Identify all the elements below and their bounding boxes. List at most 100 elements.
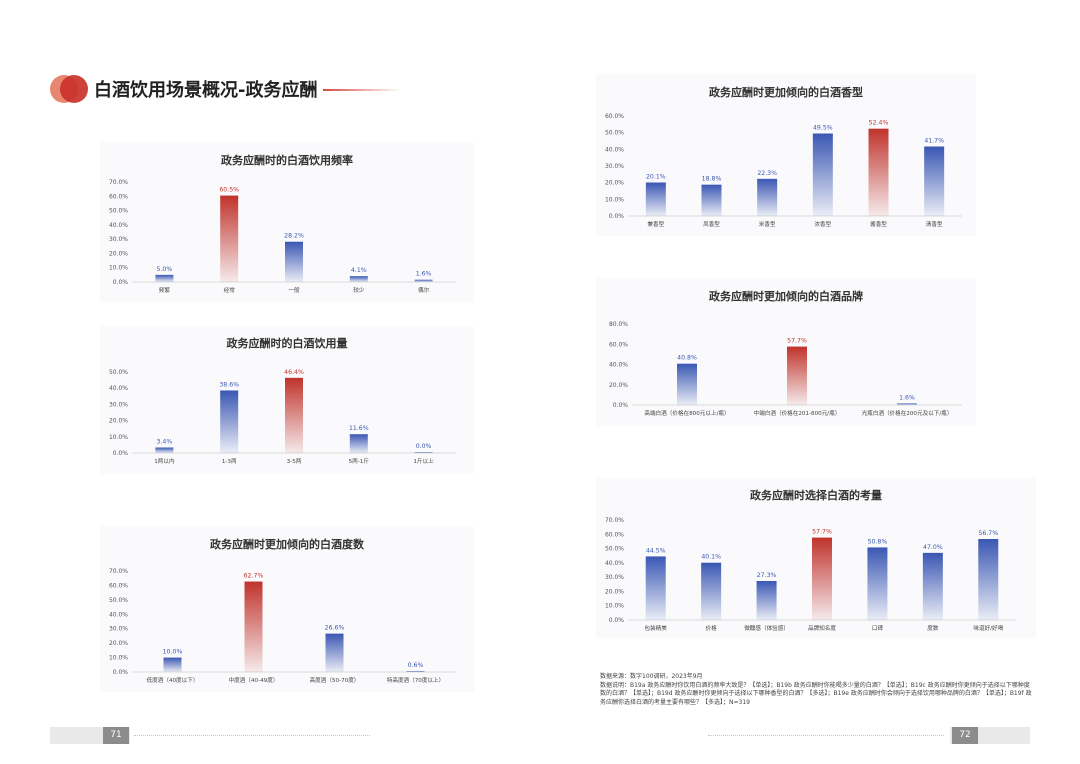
bar <box>349 434 368 453</box>
x-tick-label: 微醺感（体验感） <box>744 624 789 632</box>
x-tick-label: 1两以内 <box>154 457 175 465</box>
bar <box>220 195 239 282</box>
bar <box>756 581 777 620</box>
bar <box>155 447 174 453</box>
y-tick-label: 0.0% <box>609 617 625 624</box>
title-underline <box>323 89 401 91</box>
data-label: 62.7% <box>244 573 264 580</box>
bar <box>701 184 722 216</box>
page-number-right: 72 <box>952 727 978 744</box>
x-tick-label: 浓香型 <box>814 220 831 228</box>
data-label: 60.5% <box>219 187 239 194</box>
chart-frequency: 政务应酬时的白酒饮用频率 0.0% 10.0% 20.0% 30.0% 40.0% 50.… <box>100 142 474 302</box>
bar <box>414 452 433 453</box>
footer-divider-right <box>708 735 944 736</box>
bar <box>867 547 888 620</box>
chart-title: 政务应酬时更加倾向的白酒品牌 <box>709 290 863 303</box>
x-tick-label: 1斤以上 <box>413 457 434 465</box>
chart-title: 政务应酬时更加倾向的白酒香型 <box>709 86 863 99</box>
source-description: 数据说明：B19a 政务应酬时你饮用白酒的频率大致是？【单选】；B19b 政务应… <box>600 681 1032 706</box>
y-tick-label: 30.0% <box>109 401 128 408</box>
y-tick-label: 20.0% <box>109 418 128 425</box>
y-tick-label: 30.0% <box>605 163 624 170</box>
data-label: 5.0% <box>157 266 173 273</box>
x-tick-label: 5两-1斤 <box>349 457 370 465</box>
data-label: 41.7% <box>924 138 944 145</box>
y-tick-label: 50.0% <box>109 208 128 215</box>
bar <box>812 537 832 620</box>
y-tick-label: 40.0% <box>109 611 128 618</box>
bar <box>787 346 807 405</box>
source-line: 数据来源：数字100调研，2023年9月 <box>600 673 703 680</box>
data-label: 0.6% <box>408 662 424 669</box>
y-tick-label: 70.0% <box>109 568 128 575</box>
data-label: 27.3% <box>757 572 777 579</box>
bar <box>406 671 425 672</box>
bar <box>645 556 666 620</box>
y-tick-label: 80.0% <box>609 321 628 328</box>
data-label: 44.5% <box>646 547 666 554</box>
chart-factors: 政务应酬时选择白酒的考量 0.0% 10.0% 20.0% 30.0% 40.0% 50.… <box>596 478 1036 638</box>
y-tick-label: 50.0% <box>605 130 624 137</box>
y-tick-label: 0.0% <box>609 213 625 220</box>
x-tick-label: 较少 <box>353 286 365 294</box>
x-tick-label: 一般 <box>288 286 300 294</box>
y-tick-label: 0.0% <box>113 669 129 676</box>
y-tick-label: 30.0% <box>109 626 128 633</box>
bar <box>220 390 239 453</box>
bar <box>677 363 697 405</box>
x-tick-label: 经常 <box>224 286 236 294</box>
x-tick-label: 兼香型 <box>647 220 664 228</box>
y-tick-label: 60.0% <box>609 341 628 348</box>
y-tick-label: 50.0% <box>109 369 128 376</box>
chart-brand: 政务应酬时更加倾向的白酒品牌 0.0% 20.0% 40.0% 60.0% 80.0% 4… <box>596 278 976 426</box>
chart-degree: 政务应酬时更加倾向的白酒度数 0.0% 10.0% 20.0% 30.0% 40.0% 5… <box>100 526 474 692</box>
data-label: 3.4% <box>157 438 173 445</box>
y-tick-label: 60.0% <box>605 531 624 538</box>
footer-divider-left <box>134 735 370 736</box>
data-label: 38.6% <box>219 381 239 388</box>
data-label: 50.8% <box>868 538 888 545</box>
bar <box>978 539 999 620</box>
x-tick-label: 米香型 <box>759 220 776 228</box>
data-label: 1.6% <box>899 394 915 401</box>
y-tick-label: 10.0% <box>109 434 128 441</box>
bar <box>285 241 303 282</box>
y-tick-label: 50.0% <box>109 597 128 604</box>
data-label: 57.7% <box>812 529 832 536</box>
bar <box>868 128 889 216</box>
y-tick-label: 70.0% <box>109 179 128 186</box>
x-tick-label: 品牌知名度 <box>808 624 836 632</box>
y-tick-label: 60.0% <box>109 193 128 200</box>
x-tick-label: 度数 <box>927 624 939 632</box>
chart-amount-svg: 0.0% 10.0% 20.0% 30.0% 40.0% 50.0% 3.4% 1两以内 38.… <box>109 369 456 465</box>
data-label: 1.6% <box>416 271 432 278</box>
x-tick-label: 包装精美 <box>645 624 668 632</box>
bar <box>285 377 303 453</box>
y-tick-label: 20.0% <box>609 382 628 389</box>
x-tick-label: 清香型 <box>926 220 943 228</box>
data-label: 56.7% <box>978 530 998 537</box>
y-tick-label: 40.0% <box>609 362 628 369</box>
y-tick-label: 40.0% <box>109 222 128 229</box>
data-label: 47.0% <box>923 544 943 551</box>
y-tick-label: 40.0% <box>605 560 624 567</box>
y-tick-label: 30.0% <box>109 236 128 243</box>
chart-amount: 政务应酬时的白酒饮用量 0.0% 10.0% 20.0% 30.0% 40.0% 50.0… <box>100 326 474 474</box>
y-tick-label: 0.0% <box>113 450 129 457</box>
y-tick-label: 10.0% <box>605 196 624 203</box>
x-tick-label: 频繁 <box>159 286 171 294</box>
y-tick-label: 70.0% <box>605 517 624 524</box>
x-tick-label: 酱香型 <box>870 220 887 228</box>
x-tick-label: 中端白酒（价格在201-800元/瓶） <box>754 409 841 417</box>
y-tick-label: 50.0% <box>605 546 624 553</box>
bar <box>414 279 433 282</box>
data-label: 52.4% <box>869 120 889 127</box>
title-circles-icon <box>50 74 90 104</box>
x-tick-label: 光瓶白酒（价格在200元及以下/瓶） <box>862 409 953 417</box>
x-tick-label: 特高度酒（70度以上） <box>387 676 444 684</box>
x-tick-label: 低度酒（40度以下） <box>147 676 199 684</box>
y-tick-label: 20.0% <box>109 250 128 257</box>
data-label: 11.6% <box>349 425 369 432</box>
y-tick-label: 30.0% <box>605 574 624 581</box>
